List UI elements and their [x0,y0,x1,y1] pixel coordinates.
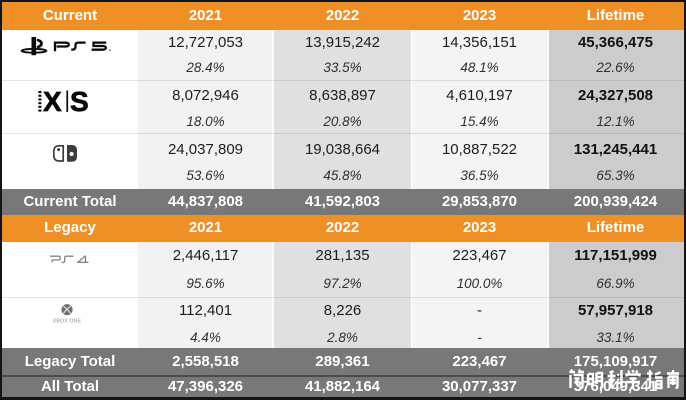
svg-text:X: X [43,88,62,114]
svg-text:S: S [70,88,89,114]
svg-text:XBOX ONE: XBOX ONE [53,319,82,325]
